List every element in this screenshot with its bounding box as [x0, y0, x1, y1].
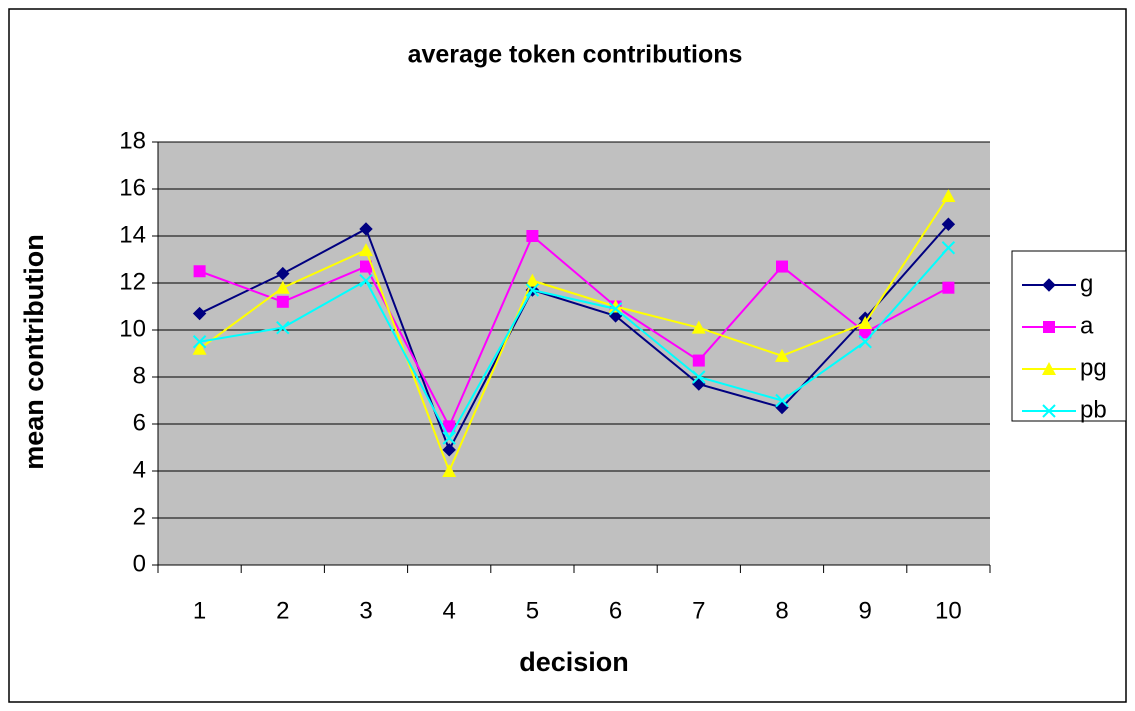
x-tick-label: 4	[443, 597, 456, 624]
legend-marker	[1042, 278, 1056, 292]
marker	[443, 420, 456, 433]
y-tick-label: 14	[119, 221, 146, 248]
y-tick-label: 16	[119, 174, 146, 201]
marker	[692, 354, 705, 367]
y-axis-label: mean contribution	[19, 234, 49, 470]
chart-title: average token contributions	[408, 41, 743, 69]
line	[199, 223, 950, 453]
marker	[775, 348, 789, 362]
y-tick-label: 10	[119, 315, 146, 342]
x-tick-label: 9	[859, 597, 872, 624]
x-tick-label: 7	[692, 597, 705, 624]
marker	[275, 280, 290, 294]
marker	[276, 320, 290, 335]
x-tick-label: 8	[775, 597, 788, 624]
x-tick-label: 3	[359, 597, 372, 624]
x-axis-label: decision	[519, 647, 629, 677]
marker	[525, 283, 540, 297]
marker	[691, 320, 706, 334]
legend-label: pb	[1080, 396, 1107, 423]
legend-entry: g	[1022, 270, 1093, 297]
line	[199, 234, 949, 429]
marker	[858, 335, 872, 349]
marker	[359, 273, 373, 288]
legend-label: pg	[1080, 354, 1107, 381]
legend-entry: a	[1022, 312, 1094, 339]
marker	[775, 393, 789, 408]
legend-marker	[1042, 362, 1056, 375]
legend-entry: pg	[1022, 354, 1107, 381]
y-tick-label: 18	[119, 127, 146, 154]
marker	[608, 299, 623, 313]
marker	[192, 341, 207, 355]
x-tick-label: 6	[609, 597, 622, 624]
x-tick-label: 10	[935, 597, 962, 624]
y-tick-label: 4	[133, 456, 146, 483]
line	[199, 247, 950, 441]
legend-box	[1011, 250, 1127, 422]
marker	[359, 243, 373, 257]
marker	[941, 217, 956, 231]
marker	[359, 222, 373, 236]
x-tick-label: 1	[193, 597, 206, 624]
marker	[442, 431, 456, 445]
y-tick-label: 6	[133, 409, 146, 436]
marker	[360, 260, 372, 273]
y-tick-label: 12	[119, 268, 146, 295]
marker	[526, 230, 539, 242]
marker	[941, 189, 956, 203]
marker	[525, 273, 540, 287]
marker	[192, 335, 207, 349]
y-tick-label: 0	[133, 550, 146, 577]
marker	[608, 302, 623, 316]
marker	[942, 281, 955, 294]
legend-entry: pb	[1022, 396, 1107, 423]
plot-area	[158, 142, 990, 565]
marker	[276, 266, 290, 281]
marker	[193, 265, 206, 278]
x-tick-label: 2	[276, 597, 289, 624]
marker	[776, 260, 788, 273]
line	[199, 195, 950, 474]
series	[192, 189, 956, 477]
marker	[858, 315, 873, 329]
legend-marker	[1043, 321, 1055, 333]
legend-label: a	[1080, 312, 1094, 339]
y-tick-label: 8	[133, 362, 146, 389]
marker	[442, 443, 456, 457]
y-tick-label: 2	[133, 503, 146, 530]
marker	[442, 464, 457, 477]
marker	[692, 370, 706, 384]
marker	[859, 326, 872, 339]
marker	[941, 241, 956, 255]
series	[192, 241, 956, 445]
legend-marker	[1042, 404, 1056, 418]
marker	[276, 295, 289, 308]
marker	[192, 306, 207, 321]
legend-label: g	[1080, 270, 1093, 297]
x-tick-label: 5	[526, 597, 539, 624]
